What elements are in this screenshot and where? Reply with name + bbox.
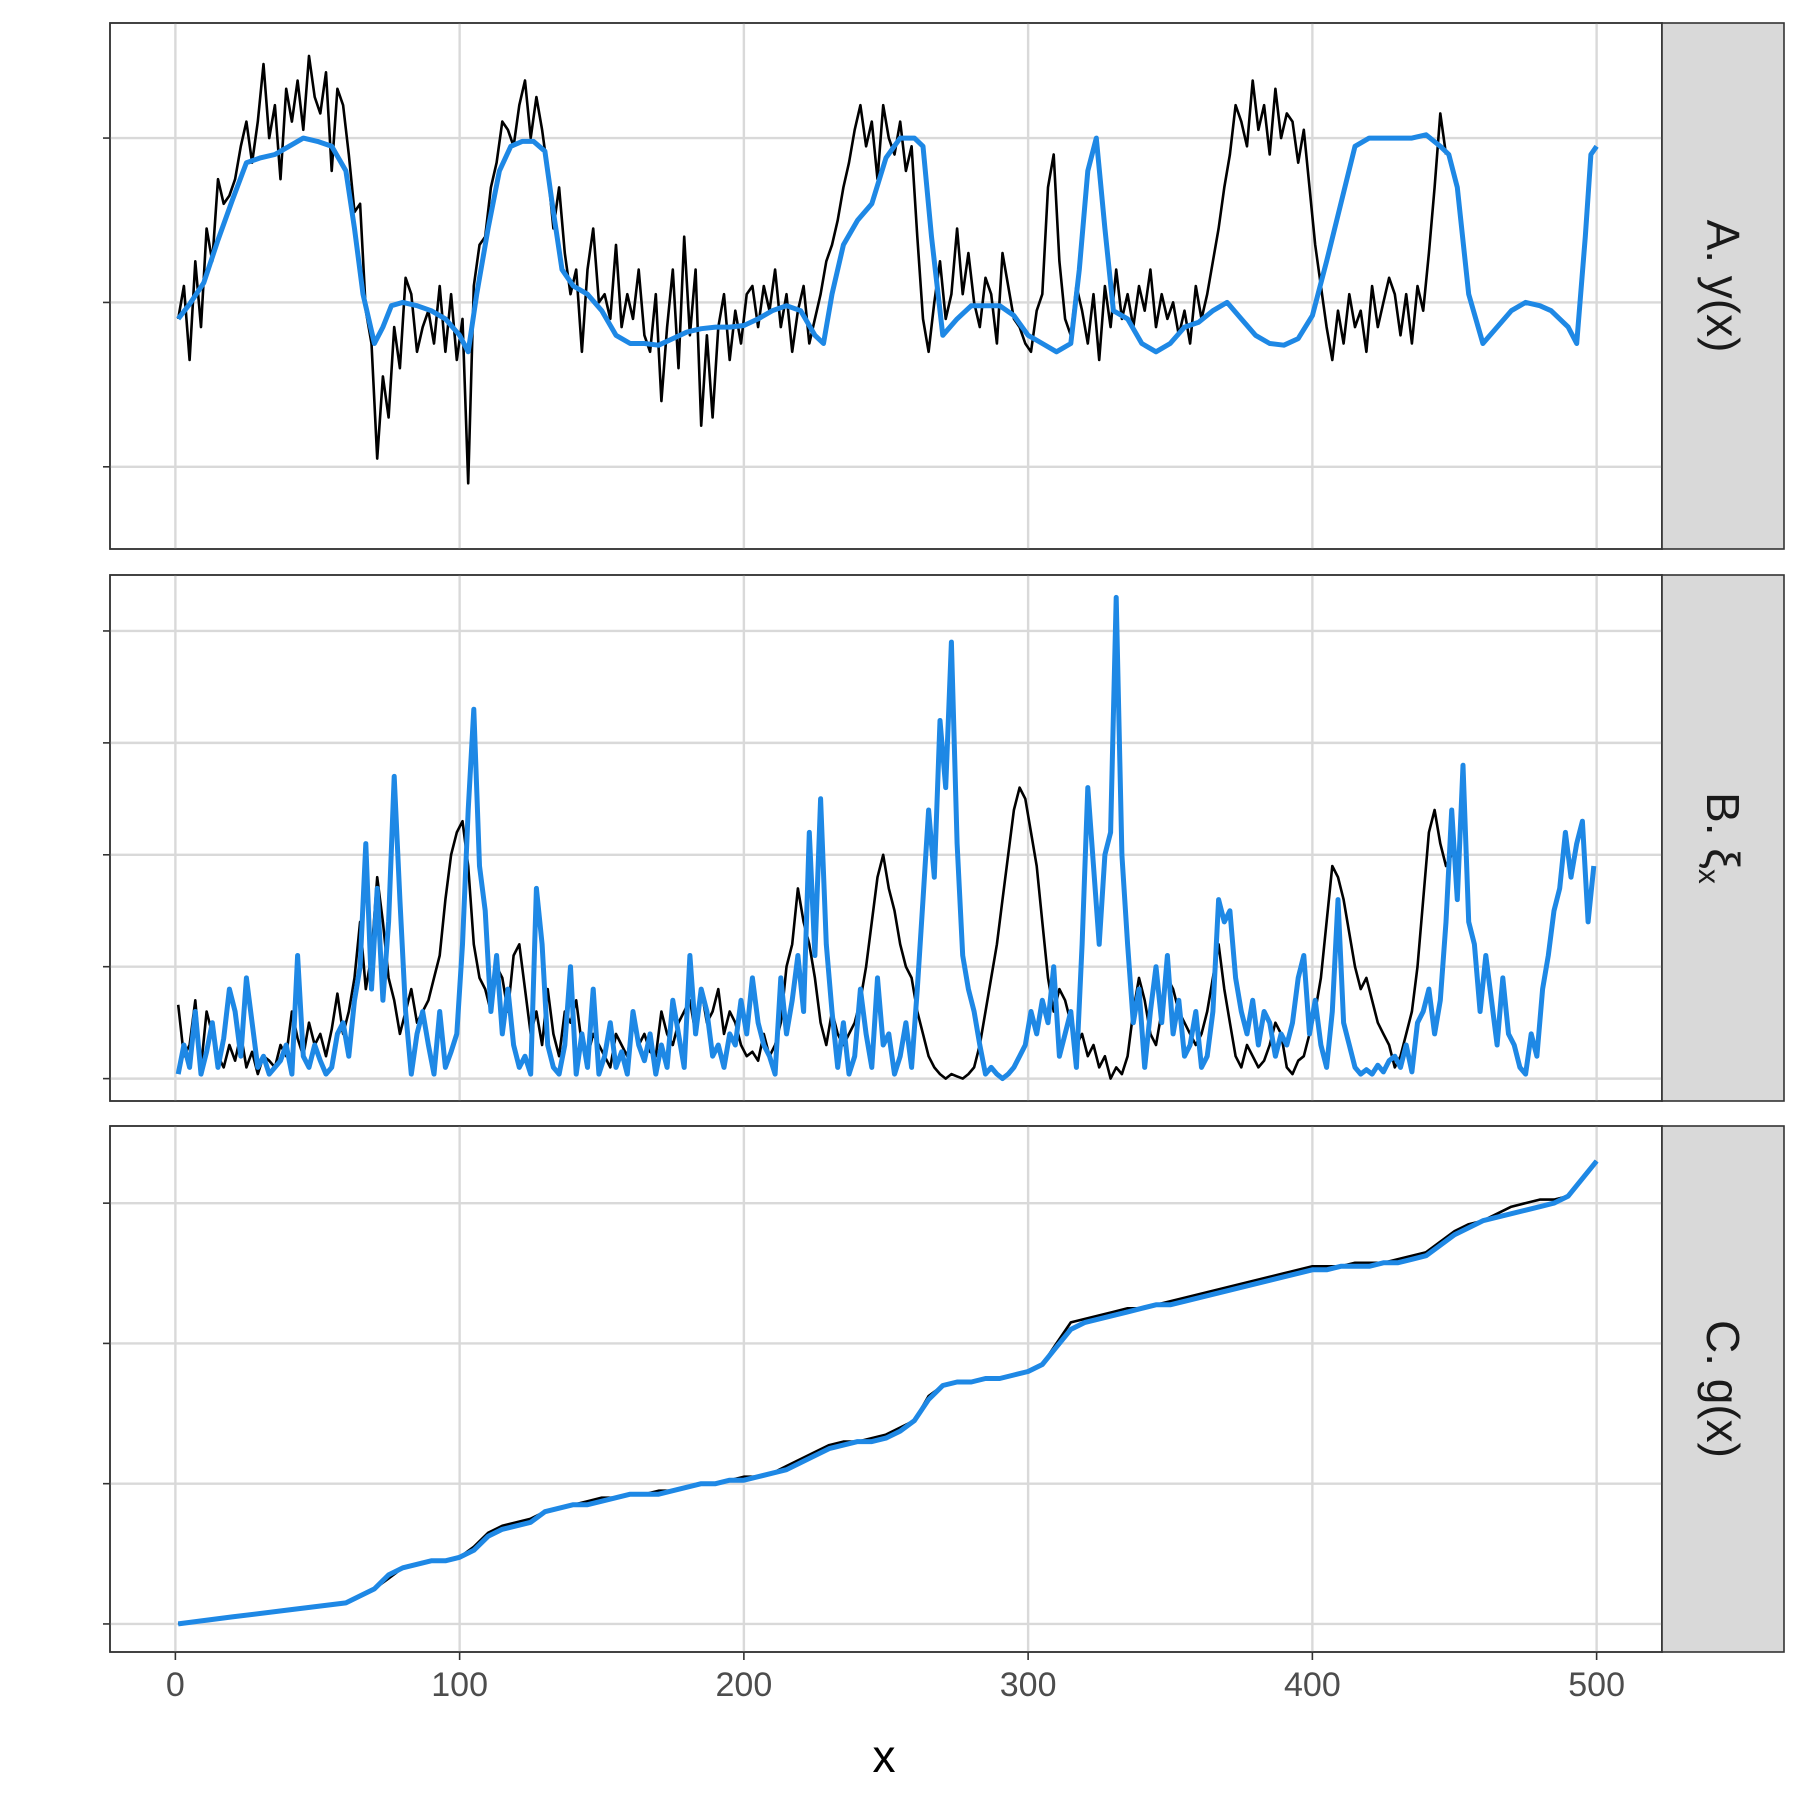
strip-label-main: B. ξ bbox=[1697, 792, 1749, 869]
x-tick-label: 100 bbox=[431, 1666, 488, 1704]
strip-background bbox=[1661, 22, 1785, 550]
x-tick-label: 400 bbox=[1284, 1666, 1341, 1704]
x-tick-label: 300 bbox=[1000, 1666, 1057, 1704]
panel-a: A. y(x) bbox=[103, 22, 1785, 550]
x-tick-label: 200 bbox=[716, 1666, 773, 1704]
strip-background bbox=[1661, 1125, 1785, 1653]
strip-label: A. y(x) bbox=[1697, 220, 1749, 353]
strip-label-subscript: x bbox=[1693, 869, 1726, 884]
strip-background bbox=[1661, 574, 1785, 1102]
panel-background bbox=[109, 1125, 1663, 1653]
x-axis-title: x bbox=[873, 1730, 896, 1782]
panel-background bbox=[109, 22, 1663, 550]
strip-label: B. ξx bbox=[1693, 792, 1750, 884]
panels-layer: A. y(x) B. ξx C. g(x) bbox=[103, 22, 1785, 1653]
x-tick-label: 0 bbox=[166, 1666, 185, 1704]
x-axis: 0 100 200 300 400 500 bbox=[166, 1652, 1625, 1704]
series-line-fit bbox=[175, 594, 1597, 1082]
series-line-true bbox=[176, 786, 1453, 1080]
strip-label: C. g(x) bbox=[1697, 1320, 1749, 1458]
panel-b: B. ξx bbox=[103, 574, 1785, 1102]
series-line-fit bbox=[176, 132, 1599, 355]
panel-background bbox=[109, 574, 1663, 1102]
x-tick-label: 500 bbox=[1568, 1666, 1625, 1704]
series-line-fit bbox=[177, 1159, 1599, 1627]
panel-c: C. g(x) bbox=[103, 1125, 1785, 1653]
